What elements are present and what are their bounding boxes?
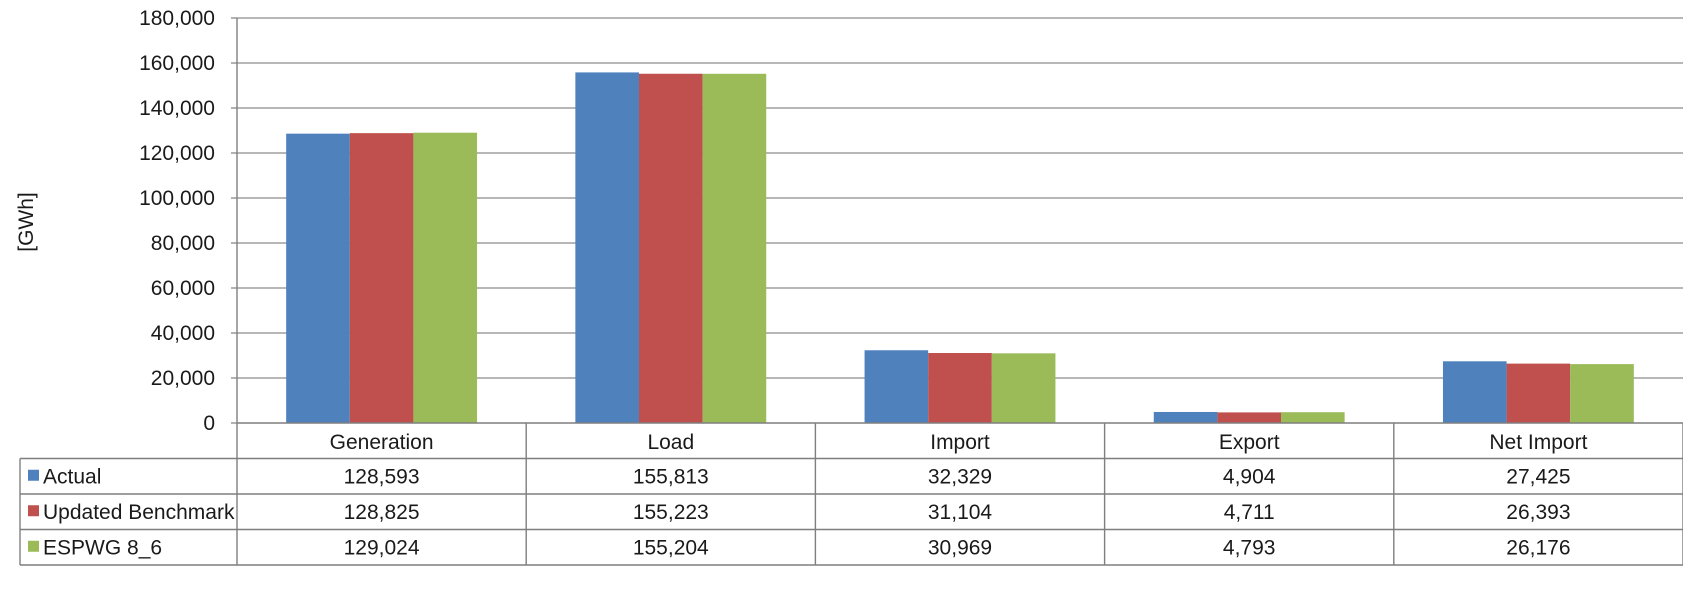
- data-label: 31,104: [928, 501, 993, 524]
- bar-actual-load: [575, 72, 639, 424]
- bar-updated-benchmark-import: [928, 353, 992, 423]
- y-tick-label: 60,000: [151, 277, 215, 300]
- bar-updated-benchmark-net-import: [1506, 363, 1571, 423]
- legend-label: Updated Benchmark: [43, 501, 235, 524]
- data-label: 128,593: [344, 465, 420, 488]
- gridlines: [237, 17, 1683, 379]
- y-tick-label: 80,000: [151, 232, 215, 255]
- category-label: Generation: [330, 431, 434, 454]
- bar-actual-export: [1153, 411, 1218, 423]
- category-label: Load: [647, 431, 694, 454]
- data-label: 155,204: [633, 536, 709, 559]
- y-axis-label: [GWh]: [15, 192, 38, 252]
- legend-swatch: [28, 469, 39, 481]
- y-tick-label: 120,000: [139, 142, 215, 165]
- y-tick-label: 160,000: [139, 52, 215, 75]
- data-label: 128,825: [344, 501, 420, 524]
- data-label: 155,223: [633, 501, 709, 524]
- legend-label: ESPWG 8_6: [43, 536, 162, 559]
- bar-updated-benchmark-export: [1217, 412, 1282, 423]
- data-label: 26,176: [1506, 536, 1570, 559]
- bars: [286, 72, 1634, 424]
- y-tick-label: 100,000: [139, 187, 215, 210]
- bar-espwg-8-6-import: [991, 353, 1056, 423]
- bar-espwg-8-6-generation: [413, 132, 478, 424]
- bar-actual-net-import: [1442, 361, 1507, 423]
- bar-espwg-8-6-net-import: [1570, 364, 1634, 423]
- data-label: 155,813: [633, 465, 709, 488]
- y-tick-label: 140,000: [139, 97, 215, 120]
- data-label: 4,711: [1224, 501, 1275, 524]
- bar-actual-import: [864, 350, 929, 423]
- bar-espwg-8-6-export: [1281, 412, 1345, 423]
- y-tick-label: 20,000: [151, 367, 215, 390]
- data-label: 129,024: [344, 536, 420, 559]
- data-label: 26,393: [1506, 501, 1570, 524]
- data-label: 4,904: [1223, 465, 1276, 488]
- data-label: 30,969: [928, 536, 992, 559]
- legend-swatch: [28, 540, 39, 552]
- bar-updated-benchmark-load: [638, 73, 703, 423]
- data-label: 27,425: [1506, 465, 1570, 488]
- axes: 0 20,000 40,000 60,000 80,000 100,000 120,000 1…: [139, 7, 1683, 435]
- y-tick-label: 0: [203, 412, 215, 435]
- legend-label: Actual: [43, 465, 101, 488]
- y-tick-label: 40,000: [151, 322, 215, 345]
- bar-actual-generation: [286, 133, 350, 423]
- y-tick-label: 180,000: [139, 7, 215, 30]
- category-label: Net Import: [1489, 431, 1587, 454]
- category-label: Export: [1219, 431, 1280, 454]
- category-label: Import: [930, 431, 990, 454]
- data-label: 32,329: [928, 465, 992, 488]
- data-label: 4,793: [1223, 536, 1276, 559]
- bar-espwg-8-6-load: [702, 73, 767, 423]
- bar-updated-benchmark-generation: [349, 133, 414, 424]
- legend-swatch: [28, 505, 39, 517]
- data-table: Generation Load Import Export Net Import Actu…: [19, 423, 1683, 566]
